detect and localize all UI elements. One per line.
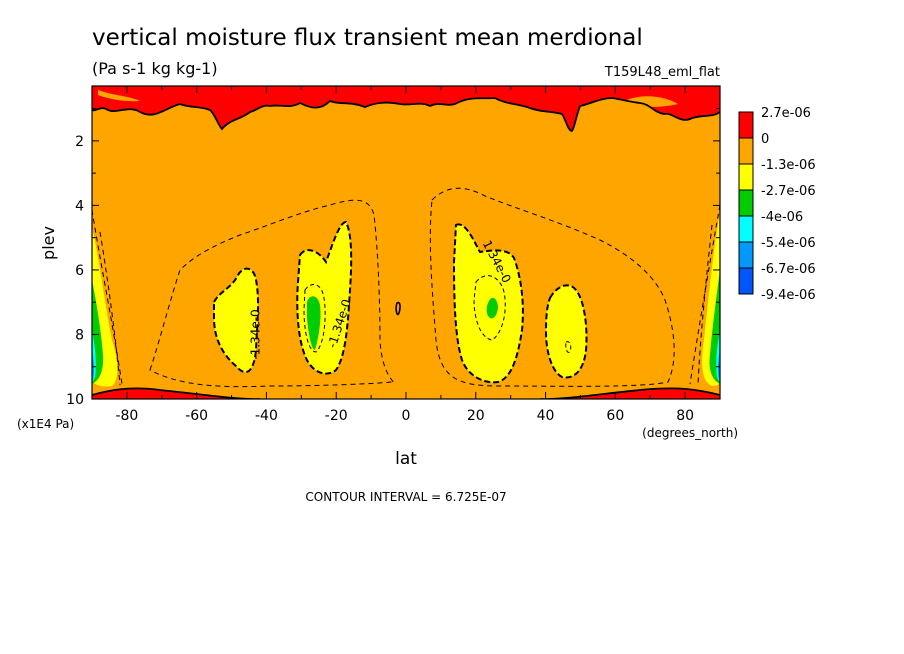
x-tick-label: -80 xyxy=(115,408,138,424)
negative-contour xyxy=(99,231,121,386)
legend-label: -5.4e-06 xyxy=(761,236,816,251)
field-orange-pocket xyxy=(620,96,678,107)
dataset-label: T159L48_eml_flat xyxy=(604,65,720,80)
negative-contour xyxy=(689,204,720,385)
legend-label: -9.4e-06 xyxy=(761,288,816,303)
zero-contour xyxy=(92,97,720,132)
negative-contour xyxy=(697,224,713,386)
color-legend: 2.7e-06 0 -1.3e-06 -2.7e-06 -4e-06 -5.4e-06 -6… xyxy=(738,106,816,303)
legend-label: 0 xyxy=(761,132,769,147)
x-tick-label: -20 xyxy=(325,408,348,424)
x-tick-label: 60 xyxy=(606,408,624,424)
legend-swatch xyxy=(738,189,754,217)
chart-title: vertical moisture flux transient mean me… xyxy=(92,25,643,51)
negative-contour xyxy=(149,199,395,388)
x-axis-units: (degrees_north) xyxy=(642,426,738,440)
y-axis-label: plev xyxy=(39,226,58,260)
x-axis-label: lat xyxy=(395,449,417,469)
field-yellow-region xyxy=(214,268,259,373)
negative-contour xyxy=(429,187,675,387)
field-background xyxy=(92,86,720,399)
legend-label: -6.7e-06 xyxy=(761,262,816,277)
y-tick-label: 6 xyxy=(75,263,84,279)
legend-label: -1.3e-06 xyxy=(761,158,816,173)
x-tick-label: 80 xyxy=(676,408,694,424)
y-axis-units: (x1E4 Pa) xyxy=(17,417,74,431)
x-tick-label: 40 xyxy=(537,408,555,424)
legend-swatch xyxy=(738,215,754,243)
contour-minus-1.34e-06 xyxy=(452,223,524,384)
x-tick-label: -60 xyxy=(185,408,208,424)
field-red-top xyxy=(92,86,720,131)
field-yellow-region xyxy=(546,285,587,378)
contour-minus-1.34e-06 xyxy=(296,220,353,375)
y-tick-label: 8 xyxy=(75,327,84,343)
legend-label: -2.7e-06 xyxy=(761,184,816,199)
y-tick-label: 10 xyxy=(66,392,84,408)
plot-area xyxy=(92,86,720,399)
legend-swatch xyxy=(738,163,754,191)
contour-interval-note: CONTOUR INTERVAL = 6.725E-07 xyxy=(305,490,506,504)
zero-contour xyxy=(395,301,401,316)
negative-contour xyxy=(473,275,506,341)
contour-label: -1.34e-0 xyxy=(248,309,262,359)
legend-swatch xyxy=(738,137,754,165)
contour-minus-1.34e-06 xyxy=(213,267,259,374)
legend-swatch xyxy=(738,241,754,269)
negative-contour xyxy=(565,341,572,353)
zero-contour xyxy=(540,387,720,399)
contour-minus-1.34e-06 xyxy=(544,284,588,379)
chart-units: (Pa s-1 kg kg-1) xyxy=(92,59,218,78)
y-axis: 2 4 6 8 10 xyxy=(66,108,720,408)
x-tick-label: 0 xyxy=(402,408,411,424)
field-green-region xyxy=(486,297,498,319)
x-tick-label: 20 xyxy=(467,408,485,424)
y-tick-label: 2 xyxy=(75,134,84,150)
x-axis: -80 -60 -40 -20 0 20 40 60 80 xyxy=(91,86,721,424)
legend-swatch xyxy=(738,267,754,295)
negative-contour xyxy=(303,283,326,353)
x-tick-label: -40 xyxy=(255,408,278,424)
legend-swatch xyxy=(738,111,754,139)
field-orange-pocket xyxy=(98,90,140,102)
negative-contour xyxy=(92,209,123,385)
legend-label: -4e-06 xyxy=(761,210,803,225)
legend-label: 2.7e-06 xyxy=(761,106,811,121)
field-green-region xyxy=(307,296,321,350)
y-tick-label: 4 xyxy=(75,198,84,214)
